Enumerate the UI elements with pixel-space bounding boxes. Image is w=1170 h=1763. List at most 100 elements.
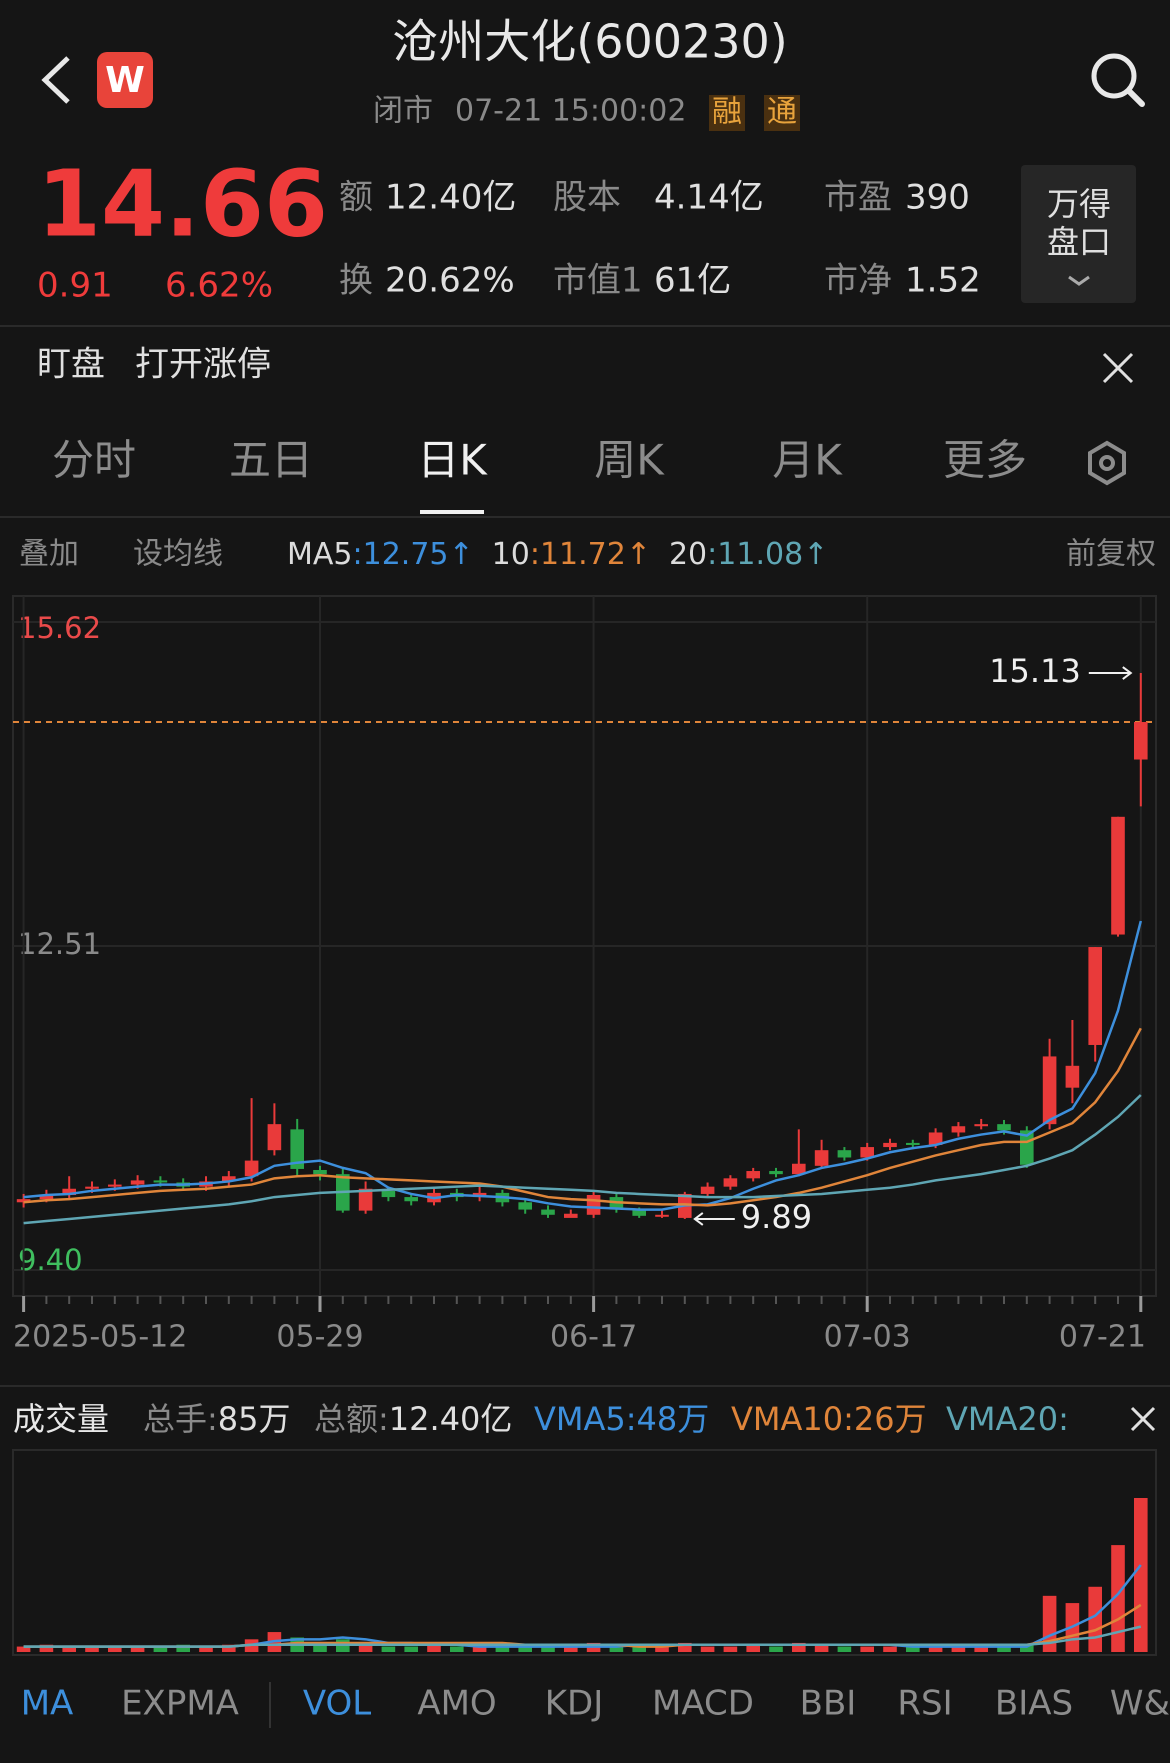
volume-bar <box>997 1646 1011 1652</box>
legend-name: 20 <box>669 537 707 572</box>
gear-center <box>1099 455 1115 471</box>
volume-bar <box>723 1646 738 1652</box>
legend-separator: : <box>353 537 363 572</box>
candle-body <box>358 1188 373 1211</box>
candle-body <box>700 1186 715 1194</box>
legend-separator: : <box>530 537 540 572</box>
max-label: 15.13 <box>989 652 1081 690</box>
stat-value: 20.62% <box>385 261 515 301</box>
indicator-tab[interactable]: KDJ <box>545 1684 604 1724</box>
candle-body <box>746 1171 760 1179</box>
legend-separator: : <box>707 537 717 572</box>
back-button[interactable] <box>41 56 70 104</box>
indicator-tab[interactable]: MA <box>21 1684 74 1724</box>
legend-arrow: ↑ <box>449 537 474 572</box>
stat-value: 61亿 <box>654 261 731 301</box>
legend-title: 成交量 <box>13 1400 109 1438</box>
candle-body <box>518 1202 532 1210</box>
close-button[interactable] <box>1102 352 1134 384</box>
volume-bar <box>358 1644 373 1652</box>
volume-bar <box>837 1646 852 1652</box>
candle-body <box>541 1209 555 1215</box>
stat-label: 额 <box>339 178 373 218</box>
candle-body <box>290 1129 304 1169</box>
ma-line <box>23 1094 1142 1225</box>
legend-label: 总额: <box>314 1400 389 1438</box>
volume-bar <box>906 1646 920 1652</box>
search-button[interactable] <box>1091 53 1137 99</box>
volume-bar <box>427 1644 441 1652</box>
legend-separator: : <box>626 1400 637 1438</box>
toolbar-item[interactable]: 前复权 <box>1066 537 1156 572</box>
indicator-tab[interactable]: MACD <box>652 1684 754 1724</box>
x-tick-label: 05-29 <box>276 1320 363 1355</box>
legend-name: 10 <box>492 537 530 572</box>
volume-legend: 成交量 总手:85万 总额:12.40亿 VMA5:48万 VMA10:26万 VMA20… <box>13 1400 1069 1438</box>
badge: 通 <box>767 95 797 130</box>
legend-unit: 万 <box>677 1400 709 1438</box>
indicator-tab[interactable]: W& <box>1110 1684 1170 1724</box>
badge: 融 <box>712 95 742 130</box>
stat-label: 市值1 <box>553 261 643 301</box>
legend-name: VMA10 <box>731 1400 843 1438</box>
indicator-tab[interactable]: VOL <box>303 1684 371 1724</box>
legend-value: 85 <box>218 1400 259 1438</box>
volume-bar <box>16 1646 31 1652</box>
ma-legend: MA5:12.75↑ 10:11.72↑ 20:11.08↑ <box>287 537 828 572</box>
stat-value: 390 <box>905 178 970 218</box>
volume-bar <box>472 1646 487 1652</box>
legend-value: 11.08 <box>717 537 803 572</box>
tab[interactable]: 五日 <box>229 436 313 485</box>
tab[interactable]: 日K <box>417 436 488 485</box>
indicator-tab[interactable]: EXPMA <box>121 1684 239 1724</box>
tab[interactable]: 周K <box>594 436 665 485</box>
handicap-button[interactable] <box>1021 165 1136 303</box>
candle-body <box>655 1214 669 1217</box>
indicator-tab[interactable]: BIAS <box>995 1684 1073 1724</box>
settings-button[interactable] <box>1088 440 1126 486</box>
candle-body <box>792 1163 806 1175</box>
tab[interactable]: 分时 <box>52 436 136 485</box>
candle-body <box>313 1169 327 1175</box>
watch-item[interactable]: 打开涨停 <box>135 345 271 385</box>
candle-body <box>16 1199 31 1203</box>
stat-value: 4.14亿 <box>654 178 764 218</box>
tab[interactable]: 更多 <box>943 436 1027 485</box>
volume-bar <box>951 1646 966 1652</box>
tab[interactable]: 月K <box>772 436 843 485</box>
indicator-tab[interactable]: BBI <box>800 1684 857 1724</box>
volume-bar <box>814 1644 829 1652</box>
candle-body <box>222 1176 236 1182</box>
badge-bg <box>764 95 800 131</box>
legend-separator: : <box>1058 1400 1069 1438</box>
indicator-tab[interactable]: RSI <box>897 1684 952 1724</box>
legend-value: 12.75 <box>363 537 449 572</box>
volume-bar <box>564 1646 578 1652</box>
candle-body <box>244 1160 259 1177</box>
candle-body <box>62 1188 76 1195</box>
y-tick-label: 15.62 <box>18 611 101 645</box>
volume-bar <box>860 1646 874 1652</box>
gear <box>1088 440 1126 486</box>
candle-body <box>837 1150 852 1158</box>
toolbar-item[interactable]: 设均线 <box>133 537 223 572</box>
search-handle <box>1126 88 1145 107</box>
candle-body <box>108 1184 122 1187</box>
indicator-tab[interactable]: AMO <box>417 1684 496 1724</box>
candle-body <box>39 1194 54 1200</box>
close-volume[interactable] <box>1130 1406 1156 1432</box>
candle-body <box>860 1147 874 1158</box>
volume-bar <box>130 1646 145 1652</box>
arrow-head <box>1122 666 1133 680</box>
candle-body <box>564 1213 578 1218</box>
volume-bar <box>62 1646 76 1652</box>
volume-bar <box>39 1644 54 1652</box>
volume-bar <box>199 1646 213 1652</box>
watch-item[interactable]: 盯盘 <box>37 345 105 385</box>
stat-label: 市盈 <box>824 178 892 218</box>
legend-name: VMA20 <box>946 1400 1058 1438</box>
volume-bar <box>1020 1644 1034 1652</box>
ma-line <box>23 920 1143 1211</box>
toolbar-item[interactable]: 叠加 <box>19 537 79 572</box>
